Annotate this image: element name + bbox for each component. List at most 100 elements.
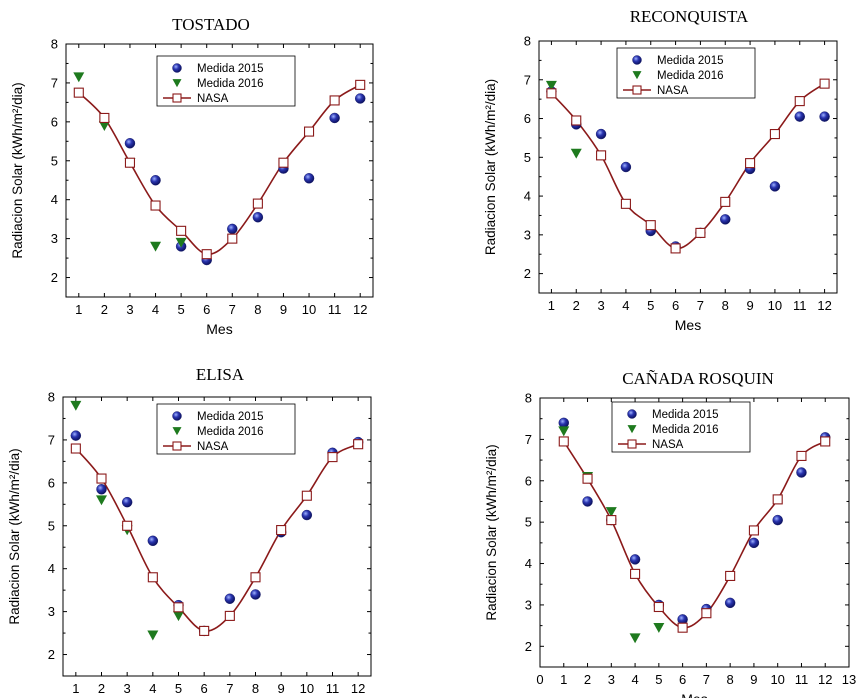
legend-label: NASA bbox=[652, 439, 684, 451]
nasa-point bbox=[571, 115, 582, 126]
medida-2016-point bbox=[545, 80, 557, 91]
legend-marker bbox=[172, 411, 182, 421]
nasa-point bbox=[769, 128, 780, 140]
legend-marker bbox=[632, 55, 642, 65]
chart-title: ELISA bbox=[196, 365, 245, 384]
x-tick-label: 1 bbox=[75, 302, 82, 317]
legend-marker bbox=[172, 441, 182, 451]
x-tick-label: 12 bbox=[818, 672, 832, 687]
medida-2016-point bbox=[629, 633, 641, 644]
nasa-point bbox=[794, 96, 805, 107]
medida-2015-point bbox=[224, 593, 236, 604]
y-tick-label: 3 bbox=[524, 227, 531, 242]
medida-2015-point bbox=[620, 161, 632, 173]
x-tick-label: 5 bbox=[647, 298, 654, 313]
chart-title: RECONQUISTA bbox=[630, 7, 749, 26]
x-tick-label: 3 bbox=[126, 302, 133, 317]
x-axis-label: Mes bbox=[675, 317, 701, 333]
x-tick-label: 12 bbox=[351, 681, 365, 696]
x-tick-label: 8 bbox=[254, 302, 261, 317]
y-axis-label: Radiacion Solar (kWh/m²/dia) bbox=[7, 448, 22, 624]
x-tick-label: 4 bbox=[622, 298, 629, 313]
legend-label: NASA bbox=[657, 85, 689, 97]
nasa-point bbox=[173, 602, 184, 613]
x-tick-label: 7 bbox=[226, 681, 233, 696]
medida-2015-point bbox=[595, 128, 607, 140]
nasa-point bbox=[70, 443, 81, 454]
legend-marker bbox=[172, 427, 182, 436]
nasa-series-line bbox=[75, 443, 359, 632]
nasa-point bbox=[645, 220, 656, 231]
medida-2016-point bbox=[558, 426, 570, 437]
nasa-point bbox=[701, 608, 712, 619]
nasa-point bbox=[819, 78, 830, 89]
medida-2015-point bbox=[96, 484, 107, 495]
nasa-point bbox=[606, 515, 617, 526]
y-tick-label: 7 bbox=[525, 432, 532, 447]
medida-2015-point bbox=[629, 554, 641, 565]
medida-2015-point bbox=[794, 111, 805, 122]
nasa-point bbox=[546, 88, 557, 99]
nasa-point bbox=[199, 625, 210, 636]
x-tick-label: 7 bbox=[229, 302, 236, 317]
y-tick-label: 2 bbox=[525, 639, 532, 654]
x-tick-label: 11 bbox=[795, 672, 809, 687]
x-tick-label: 2 bbox=[98, 681, 105, 696]
nasa-point bbox=[124, 157, 136, 168]
x-axis-label: Mes bbox=[206, 321, 232, 337]
y-tick-label: 8 bbox=[525, 391, 532, 406]
y-tick-label: 5 bbox=[51, 153, 58, 168]
medida-2015-point bbox=[772, 514, 783, 526]
x-tick-label: 3 bbox=[608, 672, 615, 687]
x-tick-label: 1 bbox=[548, 298, 555, 313]
legend-marker bbox=[172, 63, 182, 73]
x-tick-label: 12 bbox=[817, 298, 831, 313]
y-tick-label: 3 bbox=[51, 231, 58, 246]
x-tick-label: 3 bbox=[597, 298, 604, 313]
medida-2016-point bbox=[570, 148, 582, 159]
medida-2015-point bbox=[124, 138, 136, 149]
nasa-point bbox=[677, 622, 688, 633]
y-tick-label: 7 bbox=[48, 432, 55, 447]
legend-marker bbox=[627, 409, 637, 419]
medida-2015-point bbox=[150, 175, 161, 186]
medida-2016-point bbox=[605, 507, 617, 518]
nasa-point bbox=[278, 157, 289, 168]
medida-2015-point bbox=[796, 467, 807, 478]
nasa-point bbox=[73, 87, 84, 98]
plot-frame bbox=[539, 397, 850, 668]
nasa-series-line bbox=[563, 440, 826, 629]
x-tick-label: 9 bbox=[746, 298, 753, 313]
nasa-point bbox=[99, 112, 110, 124]
medida-2015-point bbox=[329, 112, 340, 124]
x-tick-label: 10 bbox=[768, 298, 782, 313]
y-tick-label: 2 bbox=[48, 647, 55, 662]
nasa-point bbox=[303, 126, 315, 137]
nasa-point bbox=[745, 158, 756, 169]
nasa-point bbox=[147, 572, 158, 583]
x-tick-label: 8 bbox=[727, 672, 734, 687]
x-tick-label: 4 bbox=[152, 302, 159, 317]
x-tick-label: 7 bbox=[697, 298, 704, 313]
x-axis-label: Mes bbox=[681, 691, 707, 698]
y-tick-label: 8 bbox=[48, 390, 55, 405]
x-tick-label: 10 bbox=[302, 302, 316, 317]
x-tick-label: 10 bbox=[770, 672, 784, 687]
nasa-point bbox=[748, 525, 759, 536]
nasa-point bbox=[227, 233, 238, 244]
y-tick-label: 5 bbox=[524, 150, 531, 165]
chart-title: TOSTADO bbox=[172, 15, 250, 34]
y-tick-label: 4 bbox=[524, 189, 531, 204]
medida-2016-point bbox=[653, 623, 665, 633]
medida-2016-point bbox=[150, 241, 162, 252]
x-tick-label: 5 bbox=[655, 672, 662, 687]
y-axis-label: Radiacion Solar (kWh/m²/dia) bbox=[484, 444, 499, 620]
medida-2015-point bbox=[720, 214, 731, 225]
nasa-point bbox=[150, 200, 161, 211]
legend-label: Medida 2016 bbox=[197, 78, 264, 90]
legend: Medida 2015 Medida 2016 NASA bbox=[616, 47, 756, 99]
y-tick-label: 7 bbox=[524, 72, 531, 87]
medida-2015-point bbox=[303, 173, 315, 184]
x-tick-label: 6 bbox=[672, 298, 679, 313]
